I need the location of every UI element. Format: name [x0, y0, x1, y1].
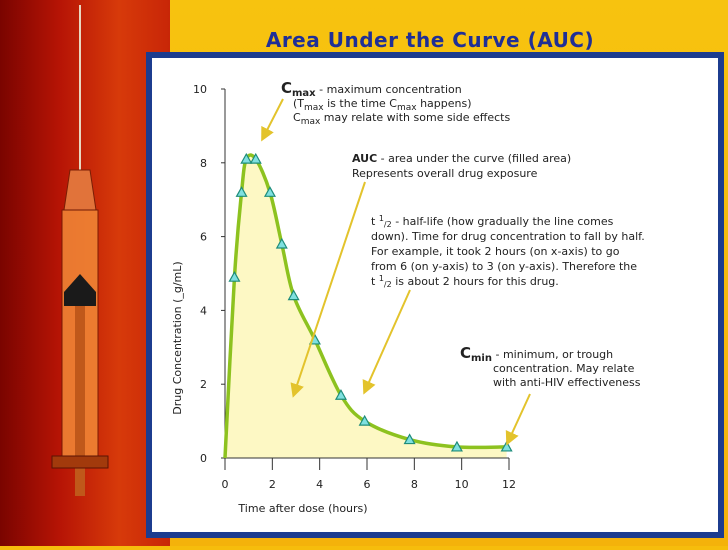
- x-tick-label: 2: [269, 478, 276, 491]
- x-tick-label: 8: [411, 478, 418, 491]
- syringe-background-panel: [0, 0, 170, 546]
- cmax-symbol: C: [281, 79, 292, 97]
- data-point-marker: [403, 433, 416, 445]
- cmax-line2-pre: (T: [293, 97, 304, 110]
- hl-line5-post: is about 2 hours for this drug.: [392, 275, 559, 288]
- hl-pre: t: [371, 215, 379, 228]
- cmax-line2-sub2: max: [397, 103, 417, 113]
- x-tick-label: 10: [455, 478, 469, 491]
- auc-bold: AUC: [352, 152, 377, 165]
- x-tick-label: 6: [364, 478, 371, 491]
- x-tick-label: 12: [502, 478, 516, 491]
- data-point-marker: [228, 270, 241, 282]
- half-life-arrow: [362, 289, 411, 395]
- svg-text:Cmax may relate with some side: Cmax may relate with some side effects: [293, 111, 510, 127]
- y-tick-label: 8: [200, 157, 207, 170]
- cmin-symbol: C: [460, 344, 471, 362]
- data-point-marker: [240, 152, 253, 164]
- y-tick-label: 2: [200, 378, 207, 391]
- x-tick-label: 0: [222, 478, 229, 491]
- y-axis-label: Drug Concentration (_g/mL): [171, 261, 184, 414]
- syringe-illustration: [51, 5, 109, 496]
- svg-text:(Tmax is the time Cmax happens: (Tmax is the time Cmax happens): [293, 97, 472, 113]
- hl-line5-sup: 1: [379, 274, 384, 283]
- hl-line4: from 6 (on y-axis) to 3 (on y-axis). The…: [371, 260, 637, 273]
- half-life-annotation: t 1/2 - half-life (how gradually the lin…: [371, 214, 645, 289]
- data-point-marker: [287, 289, 300, 301]
- hl-line1: - half-life (how gradually the line come…: [392, 215, 614, 228]
- cmax-line1: - maximum concentration: [316, 83, 462, 96]
- svg-text:Cmax - maximum concentration: Cmax - maximum concentration: [281, 79, 462, 99]
- y-tick-label: 0: [200, 452, 207, 465]
- hl-sub: /2: [384, 220, 392, 229]
- x-axis-label: Time after dose (hours): [237, 502, 367, 515]
- data-point-marker: [263, 186, 276, 197]
- data-point-marker: [249, 152, 262, 164]
- cmin-line3: with anti-HIV effectiveness: [493, 376, 641, 389]
- auc-line2: Represents overall drug exposure: [352, 167, 538, 180]
- svg-text:t 1/2 - half-life (how gradual: t 1/2 - half-life (how gradually the lin…: [371, 214, 614, 229]
- hl-line5-sub: /2: [384, 280, 392, 289]
- data-point-marker: [235, 186, 248, 197]
- cmin-line2: concentration. May relate: [493, 362, 635, 375]
- cmin-line1: - minimum, or trough: [492, 348, 613, 361]
- hl-sup: 1: [379, 214, 384, 223]
- syringe-plunger-rod: [75, 306, 85, 496]
- auc-arrow: [290, 181, 366, 398]
- cmax-sub: max: [292, 88, 316, 99]
- syringe-flange: [51, 455, 109, 469]
- auc-filled-area: [225, 154, 507, 458]
- auc-chart: 0 2 4 6 8 10 0 2 4 6 8 10 12 Time after dose (hours)…: [171, 79, 645, 515]
- y-tick-label: 6: [200, 231, 207, 244]
- hl-line2: down). Time for drug concentration to fa…: [371, 230, 645, 243]
- plot-layer: 0 2 4 6 8 10 0 2 4 6 8 10 12: [193, 83, 516, 491]
- cmax-line3-post: may relate with some side effects: [320, 111, 510, 124]
- data-point-marker: [450, 440, 463, 452]
- annotation-arrows: [261, 98, 531, 446]
- data-point-marker: [334, 389, 347, 400]
- cmin-sub: min: [471, 353, 492, 364]
- hl-line3: For example, it took 2 hours (on x-axis)…: [371, 245, 620, 258]
- auc-line1: - area under the curve (filled area): [377, 152, 571, 165]
- data-point-marker: [275, 237, 288, 249]
- syringe-plunger-head: [64, 274, 96, 306]
- data-point-marker: [358, 414, 371, 426]
- data-point-marker: [500, 440, 513, 452]
- cmax-line3-sub: max: [301, 117, 321, 127]
- cmax-line3-pre: C: [293, 111, 301, 124]
- cmax-line2-sub: max: [304, 103, 324, 113]
- cmax-line2-post: happens): [417, 97, 472, 110]
- cmax-annotation: Cmax - maximum concentration (Tmax is th…: [281, 79, 510, 127]
- syringe-hub: [63, 169, 97, 211]
- svg-text:t 1/2 is about 2 hours for thi: t 1/2 is about 2 hours for this drug.: [371, 274, 559, 289]
- hl-line5-pre: t: [371, 275, 379, 288]
- y-tick-label: 10: [193, 83, 207, 96]
- auc-annotation: AUC - area under the curve (filled area)…: [352, 152, 571, 180]
- cmin-arrow: [505, 393, 531, 446]
- svg-text:AUC - area under the curve (fi: AUC - area under the curve (filled area): [352, 152, 571, 165]
- slide-title: Area Under the Curve (AUC): [265, 28, 595, 52]
- svg-text:Cmin - minimum, or trough: Cmin - minimum, or trough: [460, 344, 613, 364]
- chart-panel: 0 2 4 6 8 10 0 2 4 6 8 10 12 Time after dose (hours)…: [152, 58, 718, 532]
- cmax-line2-mid: is the time C: [324, 97, 398, 110]
- x-tick-label: 4: [316, 478, 323, 491]
- cmin-annotation: Cmin - minimum, or trough concentration.…: [460, 344, 641, 389]
- cmax-arrow: [261, 98, 284, 142]
- y-tick-label: 4: [200, 304, 207, 317]
